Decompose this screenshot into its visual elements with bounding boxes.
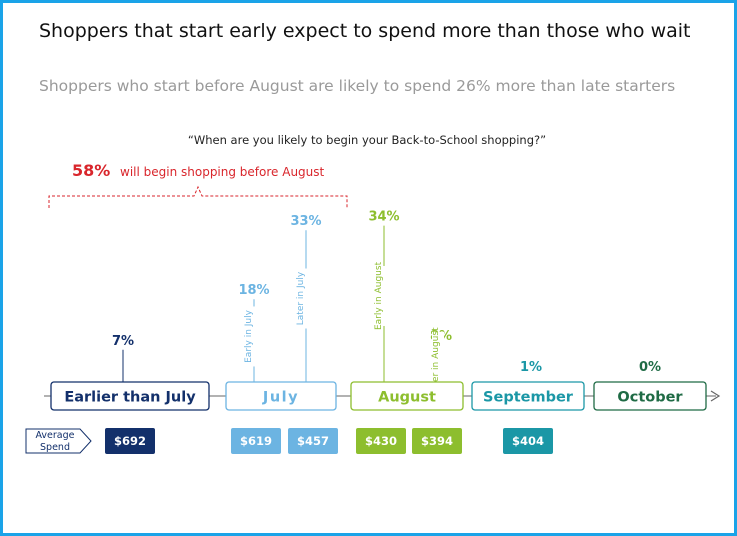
sublabel-1: Early in July xyxy=(244,309,254,363)
page-subtitle: Shoppers who start before August are lik… xyxy=(39,77,676,95)
average-spend-line1: Average xyxy=(35,430,74,441)
month-box-october xyxy=(593,381,707,411)
percent-label-6: 0% xyxy=(639,360,661,375)
spend-box-2 xyxy=(288,428,338,454)
callout-bracket xyxy=(48,185,348,208)
month-box-earlier xyxy=(50,381,210,411)
spend-box-3 xyxy=(356,428,406,454)
month-label-october: October xyxy=(617,390,683,406)
spend-label-5: $404 xyxy=(512,434,544,448)
percent-label-0: 7% xyxy=(112,334,134,349)
spend-label-0: $692 xyxy=(114,434,146,448)
percent-label-5: 1% xyxy=(520,360,542,375)
spend-label-1: $619 xyxy=(240,434,272,448)
month-box-august xyxy=(350,381,464,411)
callout-percent: 58% xyxy=(72,161,110,180)
month-label-earlier: Earlier than July xyxy=(64,390,196,406)
percent-label-2: 33% xyxy=(290,214,321,229)
chart-question: “When are you likely to begin your Back-… xyxy=(188,133,546,147)
average-spend-line2: Spend xyxy=(40,442,70,453)
spend-label-3: $430 xyxy=(365,434,397,448)
timeline-arrowhead xyxy=(710,390,721,402)
month-label-august: August xyxy=(378,390,436,406)
sublabel-2: Later in July xyxy=(296,271,306,325)
spend-label-4: $394 xyxy=(421,434,453,448)
spend-box-1 xyxy=(231,428,281,454)
month-box-july xyxy=(225,381,337,411)
spend-box-0 xyxy=(105,428,155,454)
average-spend-tag xyxy=(25,428,92,454)
percent-label-1: 18% xyxy=(238,283,269,298)
page-title: Shoppers that start early expect to spen… xyxy=(39,20,691,42)
spend-box-5 xyxy=(503,428,553,454)
month-label-september: September xyxy=(483,390,574,406)
sublabel-3: Early in August xyxy=(374,261,384,330)
sublabel-4: Later in August xyxy=(431,327,441,396)
callout-text: will begin shopping before August xyxy=(120,165,325,179)
spend-label-2: $457 xyxy=(297,434,329,448)
percent-label-3: 34% xyxy=(368,210,399,225)
month-box-september xyxy=(471,381,585,411)
month-label-july: July xyxy=(262,390,299,406)
spend-box-4 xyxy=(412,428,462,454)
